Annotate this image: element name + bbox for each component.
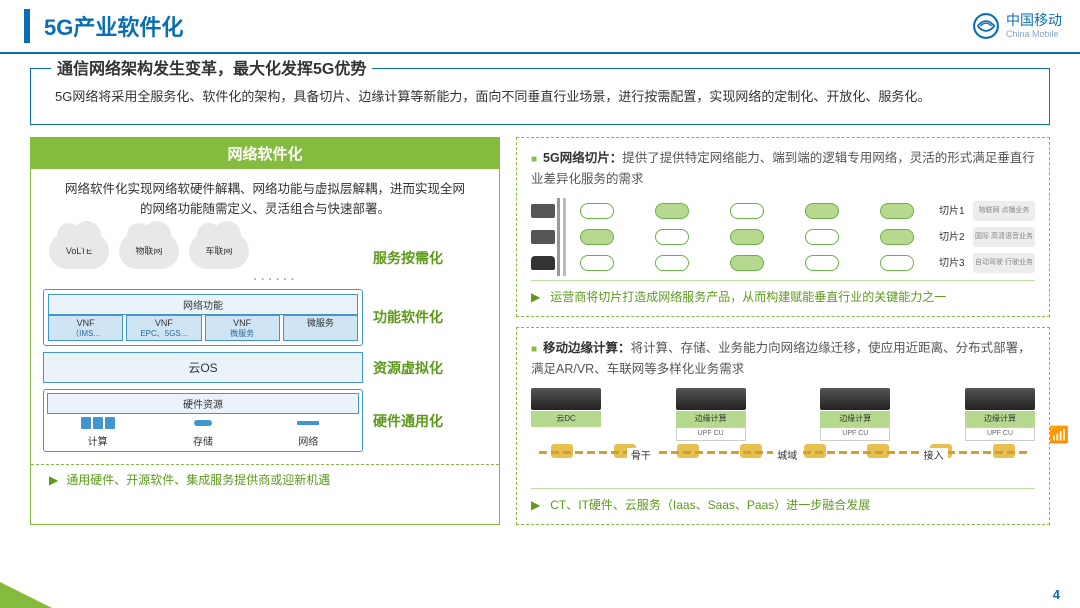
cloud-icon: 车联网	[189, 233, 249, 269]
func-title: 网络功能	[48, 294, 358, 315]
mec-diagram: 云DC 边缘计算UPF CU 边缘计算UPF CU 边缘计算UPF CU 骨干 …	[531, 388, 1035, 484]
page-number: 4	[1053, 587, 1060, 602]
accent-bar	[24, 9, 30, 43]
car-icon	[531, 256, 555, 270]
stage-label: 服务按需化	[363, 248, 487, 268]
edge-server-icon: 边缘计算UPF CU	[676, 388, 746, 440]
columns: 网络软件化 网络软件化实现网络软硬件解耦、网络功能与虚拟层解耦，进而实现全网的网…	[30, 137, 1050, 525]
header: 5G产业软件化 中国移动 China Mobile	[0, 0, 1080, 54]
cloud-icon: 物联网	[119, 233, 179, 269]
hw-compute: 计算	[47, 417, 148, 448]
square-bullet-icon: ■	[531, 154, 537, 165]
triangle-icon: ▶	[49, 473, 58, 487]
vnf-box: VNF微服务	[205, 315, 280, 341]
stage-label: 功能软件化	[363, 307, 487, 327]
vnf-box: VNFEPC、5GS...	[126, 315, 201, 341]
vnf-box: 微服务	[283, 315, 358, 341]
architecture-diagram: VoLTE 物联网 车联网 ...... 服务按需化 网络功能 VNF（IMS.…	[31, 229, 499, 464]
os-box: 云OS	[43, 352, 363, 383]
hw-storage: 存储	[152, 417, 253, 448]
device-icon	[531, 204, 555, 218]
corner-decoration	[0, 582, 52, 608]
stage-label: 资源虚拟化	[363, 358, 487, 378]
subtitle-body: 5G网络将采用全服务化、软件化的架构，具备切片、边缘计算等新能力，面向不同垂直行…	[55, 87, 1025, 108]
left-panel-title: 网络软件化	[31, 138, 499, 169]
logo-en: China Mobile	[1006, 29, 1062, 39]
device-icon	[531, 230, 555, 244]
subtitle-heading: 通信网络架构发生变革，最大化发挥5G优势	[51, 57, 372, 83]
left-footer: ▶通用硬件、开源软件、集成服务提供商或迎新机遇	[31, 464, 499, 496]
edge-server-icon: 边缘计算UPF CU	[965, 388, 1035, 440]
logo-cn: 中国移动	[1006, 13, 1062, 28]
logo: 中国移动 China Mobile	[972, 12, 1062, 40]
hw-title: 硬件资源	[47, 393, 359, 414]
triangle-icon: ▶	[531, 287, 540, 307]
square-bullet-icon: ■	[531, 344, 537, 355]
title-block: 5G产业软件化	[0, 0, 183, 52]
datacenter-icon: 云DC	[531, 388, 601, 440]
right-column: ■5G网络切片：提供了提供特定网络能力、端到端的逻辑专用网络，灵活的形式满足垂直…	[516, 137, 1050, 525]
vnf-box: VNF（IMS...	[48, 315, 123, 341]
mec-box: ■移动边缘计算：将计算、存储、业务能力向网络边缘迁移，使应用近距离、分布式部署，…	[516, 327, 1050, 525]
left-panel-desc: 网络软件化实现网络软硬件解耦、网络功能与虚拟层解耦，进而实现全网的网络功能随需定…	[31, 169, 499, 229]
antenna-icon: 📶	[1049, 422, 1069, 449]
page-title: 5G产业软件化	[44, 10, 183, 42]
left-panel: 网络软件化 网络软件化实现网络软硬件解耦、网络功能与虚拟层解耦，进而实现全网的网…	[30, 137, 500, 525]
slice-diagram: 切片1物联网 点播业务 切片2国际 高清语音业务 切片3自动驾驶 行驶业务	[531, 198, 1035, 276]
cloud-icon: VoLTE	[49, 233, 109, 269]
subtitle-box: 通信网络架构发生变革，最大化发挥5G优势 5G网络将采用全服务化、软件化的架构，…	[30, 68, 1050, 125]
china-mobile-icon	[972, 12, 1000, 40]
slice-box: ■5G网络切片：提供了提供特定网络能力、端到端的逻辑专用网络，灵活的形式满足垂直…	[516, 137, 1050, 317]
hw-network: 网络	[258, 417, 359, 448]
triangle-icon: ▶	[531, 495, 540, 515]
edge-server-icon: 边缘计算UPF CU	[820, 388, 890, 440]
stage-label: 硬件通用化	[363, 411, 487, 431]
ellipsis: ......	[43, 267, 363, 285]
